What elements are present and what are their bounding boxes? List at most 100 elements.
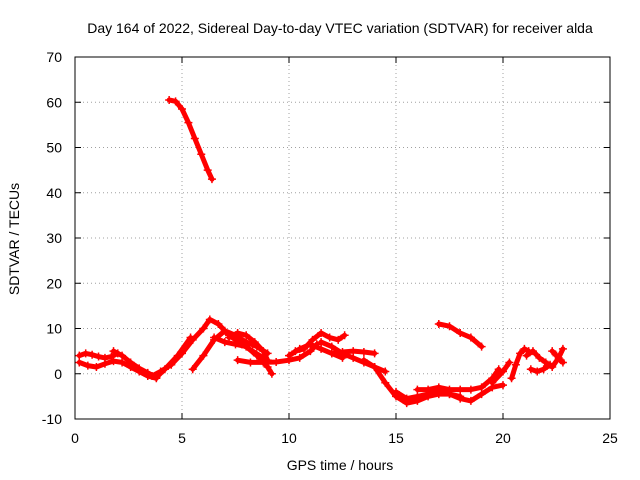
data-point — [233, 356, 242, 365]
chart-title: Day 164 of 2022, Sidereal Day-to-day VTE… — [87, 20, 593, 36]
x-tick-label: 10 — [281, 430, 297, 446]
data-point — [507, 374, 516, 383]
data-point — [225, 333, 234, 342]
data-series — [210, 333, 276, 378]
data-point — [334, 335, 343, 344]
data-point — [456, 394, 465, 403]
data-point — [434, 319, 443, 328]
data-point — [231, 340, 240, 349]
y-axis-label: SDTVAR / TECUs — [6, 183, 22, 295]
data-series — [225, 329, 272, 365]
x-tick-label: 0 — [71, 430, 79, 446]
data-point — [190, 134, 199, 143]
x-tick-label: 25 — [602, 430, 618, 446]
data-point — [118, 351, 127, 360]
series-trace — [76, 358, 159, 381]
y-tick-label: 50 — [46, 140, 62, 156]
data-point — [327, 342, 336, 351]
data-point — [295, 353, 304, 362]
data-point — [533, 367, 542, 376]
data-series — [165, 95, 216, 184]
series-trace — [414, 366, 502, 393]
x-tick-label: 15 — [388, 430, 404, 446]
data-point — [126, 358, 135, 367]
data-point — [456, 329, 465, 338]
data-point — [349, 353, 358, 362]
data-point — [188, 365, 197, 374]
data-point — [306, 340, 315, 349]
data-point — [466, 385, 475, 394]
data-point — [359, 356, 368, 365]
data-point — [526, 365, 535, 374]
data-point — [308, 335, 317, 344]
data-point — [558, 358, 567, 367]
data-point — [488, 378, 497, 387]
data-point — [83, 361, 92, 370]
data-point — [445, 385, 454, 394]
x-axis-label: GPS time / hours — [287, 457, 394, 473]
data-point — [92, 362, 101, 371]
data-point — [242, 331, 251, 340]
data-point — [445, 322, 454, 331]
data-point — [456, 385, 465, 394]
data-series — [488, 358, 514, 387]
data-point — [381, 367, 390, 376]
data-point — [199, 351, 208, 360]
data-point — [535, 353, 544, 362]
data-point — [516, 349, 525, 358]
data-series — [327, 347, 379, 358]
data-point — [349, 347, 358, 356]
data-series — [75, 357, 161, 383]
data-point — [340, 331, 349, 340]
data-point — [402, 394, 411, 403]
grid-lines — [75, 57, 610, 419]
x-tick-label: 5 — [178, 430, 186, 446]
data-point — [100, 359, 109, 368]
data-point — [477, 390, 486, 399]
x-tick-label: 20 — [495, 430, 511, 446]
data-point — [207, 175, 216, 184]
data-series — [548, 344, 567, 371]
data-point — [505, 358, 514, 367]
data-point — [558, 344, 567, 353]
data-point — [554, 353, 563, 362]
data-point — [325, 333, 334, 342]
data-point — [338, 348, 347, 357]
series-trace — [153, 335, 194, 380]
data-point — [250, 338, 259, 347]
data-point — [109, 357, 118, 366]
data-point — [220, 326, 229, 335]
data-point — [109, 347, 118, 356]
data-point — [317, 329, 326, 338]
y-tick-label: 10 — [46, 321, 62, 337]
data-point — [413, 385, 422, 394]
data-point — [477, 383, 486, 392]
data-point — [259, 358, 268, 367]
data-point — [233, 329, 242, 338]
data-point — [267, 369, 276, 378]
data-point — [548, 347, 557, 356]
data-point — [75, 351, 84, 360]
data-point — [477, 342, 486, 351]
y-tick-label: 70 — [46, 49, 62, 65]
y-tick-label: -10 — [42, 411, 62, 427]
data-point — [359, 348, 368, 357]
data-point — [173, 351, 182, 360]
data-point — [199, 324, 208, 333]
data-series — [152, 333, 195, 382]
data-point — [499, 381, 507, 390]
data-point — [466, 396, 475, 405]
data-point — [165, 95, 174, 104]
data-point — [317, 338, 326, 347]
y-tick-label: 20 — [46, 275, 62, 291]
data-point — [272, 357, 281, 366]
data-point — [317, 344, 326, 353]
data-series — [233, 340, 321, 367]
series-trace — [166, 97, 215, 182]
data-point — [184, 118, 193, 127]
data-point — [370, 349, 379, 358]
data-point — [197, 150, 206, 159]
data-point — [203, 166, 212, 175]
data-points — [75, 95, 567, 408]
